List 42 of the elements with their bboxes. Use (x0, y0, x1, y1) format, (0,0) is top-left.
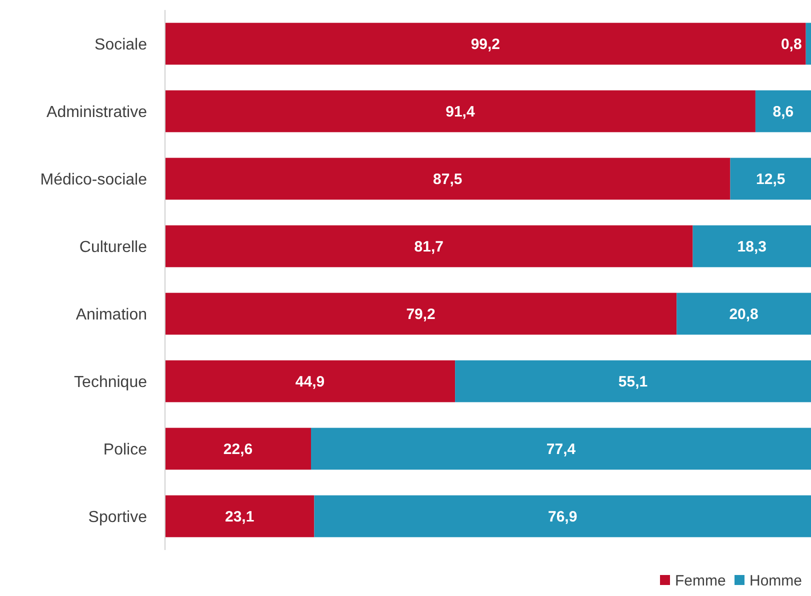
y-tick-label: Administrative (46, 104, 148, 121)
bar (165, 495, 314, 538)
legend-label: Homme (750, 572, 802, 590)
y-tick-label: Médico-sociale (40, 171, 148, 188)
bar (165, 292, 677, 335)
y-tick-label: Police (103, 441, 148, 458)
bar (165, 90, 756, 132)
bar (692, 225, 811, 268)
bar (165, 158, 730, 200)
data-label: 99,2 (470, 36, 500, 53)
data-label: 18,3 (737, 238, 766, 256)
y-tick-label: Technique (74, 374, 148, 391)
data-label: 23,1 (225, 508, 254, 526)
data-label: 77,4 (546, 441, 576, 458)
bar (165, 360, 456, 402)
data-label: 0,8 (780, 36, 802, 53)
bar (730, 158, 811, 200)
data-label: 81,7 (414, 238, 444, 256)
data-label: 79,2 (406, 306, 436, 323)
bar (314, 495, 811, 538)
y-tick-label: Sociale (94, 36, 148, 54)
bar (676, 292, 811, 335)
y-tick-label: Animation (76, 306, 147, 324)
data-label: 8,6 (772, 104, 794, 120)
y-tick-label: Culturelle (79, 238, 148, 256)
bar (165, 225, 693, 268)
bar (165, 428, 311, 470)
legend-label: Femme (675, 572, 726, 590)
data-label: 22,6 (223, 441, 253, 458)
data-label: 44,9 (295, 374, 325, 390)
bar (165, 22, 806, 65)
data-label: 20,8 (729, 306, 758, 323)
bar (806, 22, 811, 65)
bar (310, 428, 811, 470)
y-tick-label: Sportive (88, 508, 148, 526)
bar (755, 90, 811, 132)
data-label: 87,5 (433, 171, 462, 188)
data-label: 55,1 (618, 374, 648, 390)
data-label: 12,5 (756, 171, 786, 188)
bar (455, 360, 811, 402)
data-label: 76,9 (548, 508, 578, 526)
data-label: 91,4 (446, 104, 476, 120)
